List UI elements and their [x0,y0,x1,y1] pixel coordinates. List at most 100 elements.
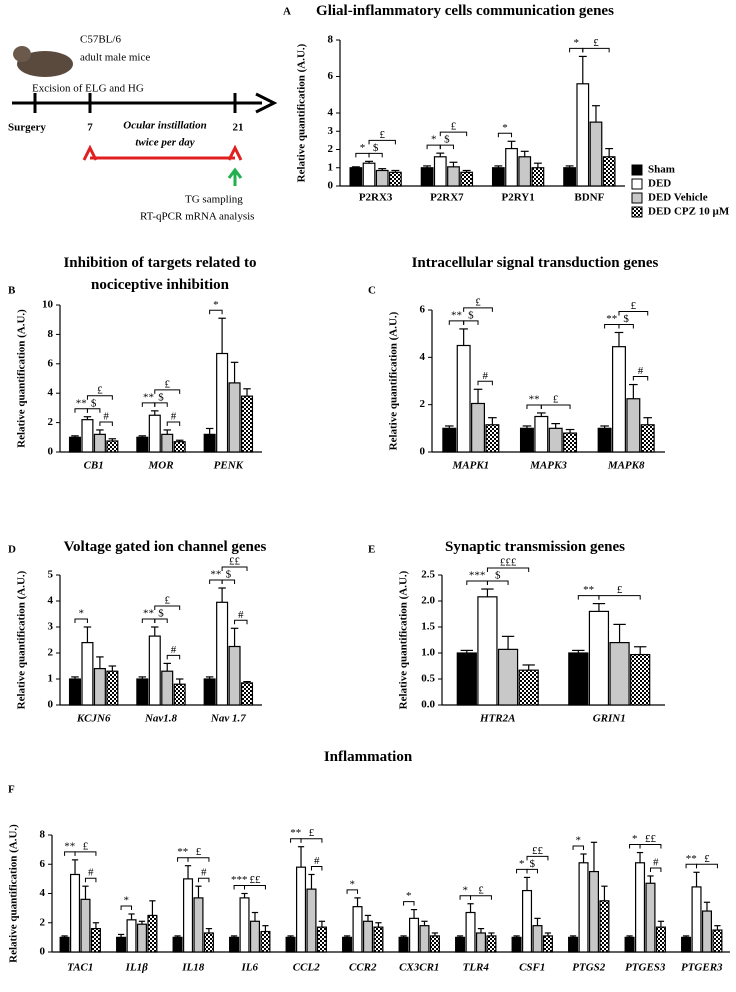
bracket [618,323,634,329]
bar [81,419,94,453]
bar [239,897,250,953]
bar [681,936,692,953]
bar [455,936,466,953]
strain: C57BL/6 [80,34,121,46]
bar [578,862,589,953]
bar [228,645,241,706]
bar [505,147,518,187]
bracket [540,404,571,409]
bar [68,436,82,453]
bar [136,678,149,706]
significance-label: £ [704,853,710,865]
significance-label: ** [583,584,594,596]
significance-label: ** [177,846,188,858]
bar [420,167,434,187]
x-tick-label: PTGS2 [572,962,606,974]
significance-label: # [314,855,320,867]
y-tick-label: 8 [40,829,46,841]
significance-label: $ [468,309,474,321]
bracket [448,320,465,325]
bracket [604,323,620,329]
significance-label: # [88,867,94,879]
significance-label: ££ [645,833,657,845]
significance-label: * [406,890,412,902]
bar [80,898,91,953]
bar [429,935,440,953]
bracket [74,618,88,623]
significance-label: * [573,37,579,49]
y-axis-label: Relative quantification (A.U.) [296,43,308,182]
bar [136,436,149,453]
bracket [197,877,210,883]
y-tick-label: 1.0 [421,647,435,659]
bracket [696,863,718,869]
bracket [497,132,513,138]
significance-label: ** [451,309,462,321]
significance-label: * [350,878,356,890]
significance-label: £ [83,840,89,852]
bracket [310,865,323,871]
bar [316,926,327,953]
significance-label: * [502,122,508,134]
y-tick-label: 8 [328,34,334,46]
bar [534,415,549,453]
bar [285,936,296,953]
bracket [86,395,113,400]
significance-label: $ [226,569,232,581]
y-tick-label: 0.5 [421,673,435,685]
significance-label: *** [231,874,248,886]
significance-label: # [238,609,244,621]
y-tick-label: 0 [48,446,54,458]
x-tick-label: TLR4 [463,962,490,974]
bracket [426,144,441,150]
y-tick-label: 4 [328,107,334,119]
mouse-icon [17,51,73,77]
bar [630,653,651,706]
x-tick-label: PENK [214,460,244,472]
bracket [154,618,168,623]
y-tick-label: 2 [48,647,54,659]
y-tick-label: 2 [420,398,426,410]
y-tick-label: 10 [42,299,54,311]
bracket [459,895,472,900]
timeline-arrow [255,92,278,114]
bar [640,424,655,453]
bar [126,919,137,953]
treatment: Ocular instillation [123,120,206,132]
x-tick-label: MAPK8 [607,460,645,472]
bracket [569,47,584,53]
bracket [368,152,383,158]
bar [106,670,119,706]
bar [486,935,497,953]
significance-label: £ [379,129,385,141]
bar [342,936,353,953]
bar [599,900,610,953]
bracket [466,580,488,586]
significance-label: $ [444,134,450,146]
bar [68,678,82,706]
schematic: C57BL/6 adult male mice Excision of ELG … [8,34,278,223]
procedure: Excision of ELG and HG [32,83,144,95]
bar [611,346,626,453]
bar [90,927,101,953]
bracket [439,144,454,150]
chart-title: Inhibition of targets related to nocicep… [63,255,257,293]
y-tick-label: 4 [48,595,54,607]
bracket [141,618,156,623]
y-tick-label: 2 [40,916,46,928]
bar [497,648,519,706]
bar [249,920,261,953]
panel-label: D [8,544,16,556]
bar [602,156,616,187]
y-tick-label: 0 [328,180,334,192]
y-tick-label: 2.0 [421,595,435,607]
significance-label: $ [373,142,379,154]
analysis: RT-qPCR mRNA analysis [140,211,254,223]
bracket [526,404,542,409]
bar [475,932,487,953]
significance-label: $ [158,608,164,620]
significance-label: £ [164,378,170,390]
bar [624,936,635,953]
bracket [209,579,223,584]
bracket [221,566,248,571]
